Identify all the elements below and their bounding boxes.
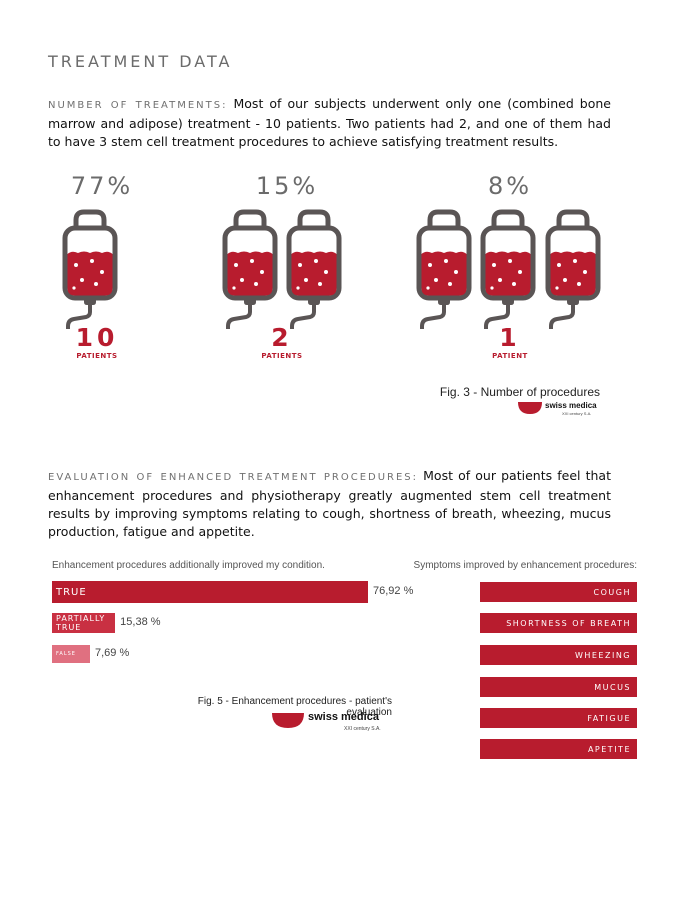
group-3-count: 1 [499,323,521,352]
treatments-kicker: NUMBER OF TREATMENTS: [48,100,228,111]
group-3-percent: 8% [487,172,533,200]
group-3-label: PATIENT [492,352,528,360]
group-1-label: PATIENTS [76,352,118,360]
bar-partially-true: PARTIALLY TRUE [52,613,116,633]
evaluation-text: Most of our patients feel that enhanceme… [48,468,611,539]
chart-heading: Enhancement procedures additionally impr… [52,560,325,571]
swiss-medica-logo: swiss medica XXI century S.A. [272,710,394,736]
symptoms-heading: Symptoms improved by enhancement procedu… [413,560,637,571]
group-2-count: 2 [271,323,293,352]
group-2-percent: 15% [255,172,319,200]
evaluation-bar-chart: TRUE 76,92 % PARTIALLY TRUE 15,38 % FALSE 7,6… [52,581,432,671]
fig5-caption: Fig. 5 - Enhancement procedures - patien… [197,696,392,718]
symptom-shortness-of-breath: SHORTNESS OF BREATH [480,613,637,633]
evaluation-paragraph: EVALUATION OF ENHANCED TREATMENT PROCEDU… [48,467,611,541]
section-title: TREATMENT DATA [48,52,233,71]
group-1-count: 10 [75,323,119,352]
bar-true: TRUE [52,581,368,603]
logo-mark-icon [518,402,542,414]
iv-bag-icon [65,212,115,329]
group-2-label: PATIENTS [261,352,303,360]
swiss-medica-logo: swiss medica XXI century S.A. [518,400,600,420]
logo-name: swiss medica [308,711,379,723]
iv-bag-icon [225,212,275,329]
symptom-mucus: MUCUS [480,677,637,697]
bar-value-label: 76,92 % [373,585,414,597]
evaluation-kicker: EVALUATION OF ENHANCED TREATMENT PROCEDU… [48,472,419,483]
bar-false: FALSE [52,645,90,663]
logo-subtitle: XXI century S.A. [562,411,592,416]
group-1-percent: 77% [70,172,134,200]
iv-bag-icon [548,212,598,329]
iv-bags-illustration [0,200,676,330]
bar-value-label: 15,38 % [120,616,161,628]
iv-bag-icon [289,212,339,329]
iv-bag-icon [419,212,469,329]
symptom-cough: COUGH [480,582,637,602]
symptom-fatigue: FATIGUE [480,708,637,728]
iv-bag-icon [483,212,533,329]
treatments-text: Most of our subjects underwent only one … [48,96,611,149]
logo-subtitle: XXI century S.A. [344,726,381,732]
bar-value-label: 7,69 % [95,647,130,659]
treatments-paragraph: NUMBER OF TREATMENTS: Most of our subjec… [48,95,611,151]
symptom-apetite: APETITE [480,739,637,759]
logo-name: swiss medica [545,401,597,410]
symptom-wheezing: WHEEZING [480,645,637,665]
logo-mark-icon [272,713,304,728]
fig3-caption: Fig. 3 - Number of procedures [439,385,600,399]
